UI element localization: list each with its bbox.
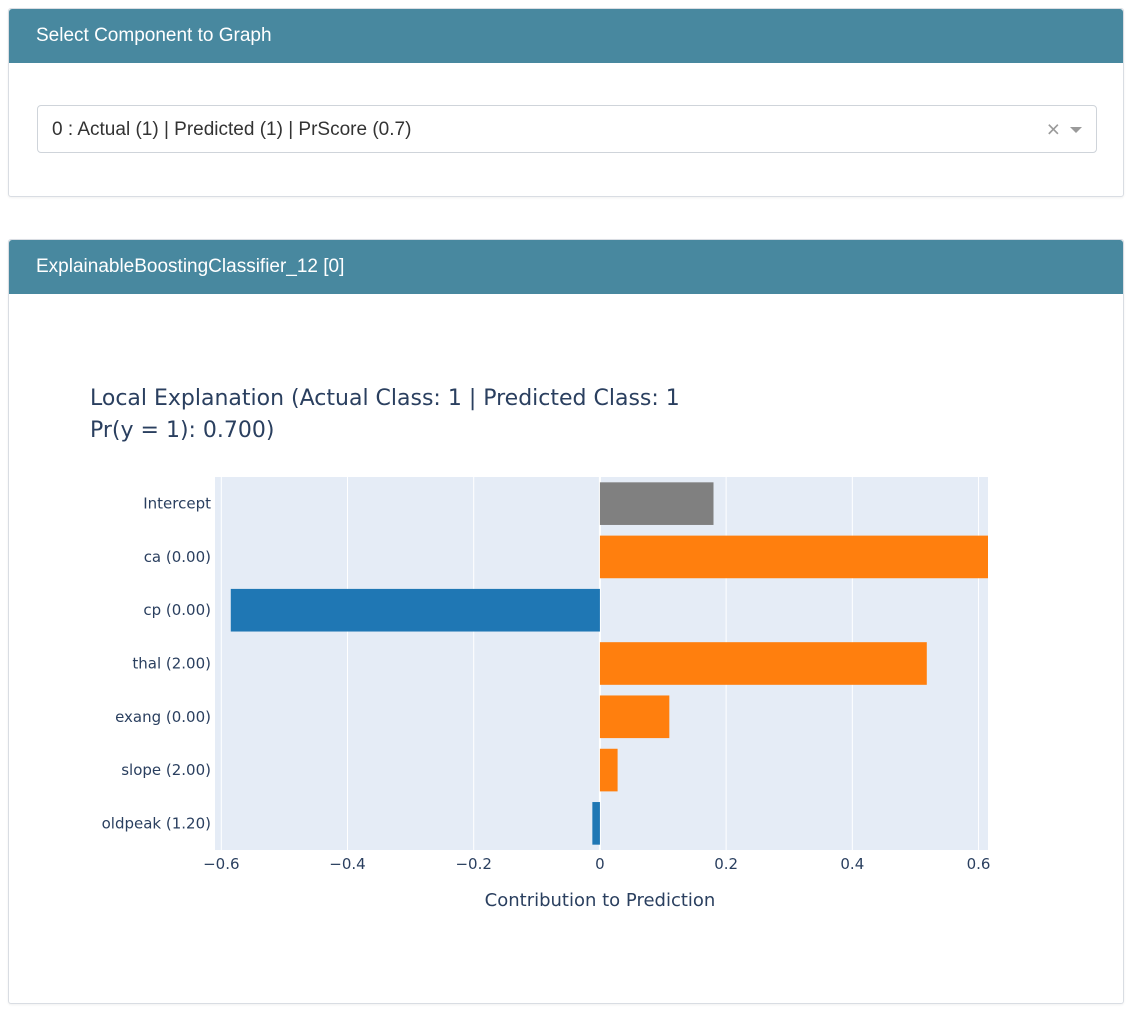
dropdown-selected-value: 0 : Actual (1) | Predicted (1) | PrScore… [52,119,412,140]
x-tick-label: 0 [595,855,605,873]
y-tick-label: thal (2.00) [132,655,211,673]
y-tick-label: slope (2.00) [121,761,211,779]
x-tick-label: −0.6 [203,855,239,873]
bar [592,802,600,845]
bar [599,642,927,685]
graph-card-header: ExplainableBoostingClassifier_12 [0] [9,240,1123,294]
x-tick-label: 0.6 [967,855,991,873]
bar [230,588,600,632]
x-tick-label: 0.4 [840,855,864,873]
x-tick-label: −0.4 [329,855,365,873]
y-tick-label: Intercept [143,495,211,513]
x-axis-title: Contribution to Prediction [485,890,716,911]
bar [599,695,670,739]
y-tick-label: cp (0.00) [143,601,211,619]
y-tick-label: exang (0.00) [115,708,211,726]
graph-card: ExplainableBoostingClassifier_12 [0] Loc… [8,239,1124,1004]
chevron-down-icon[interactable] [1070,127,1082,133]
bar [599,748,618,792]
x-tick-label: −0.2 [455,855,491,873]
select-component-card: Select Component to Graph 0 : Actual (1)… [8,8,1124,197]
local-explanation-chart: Local Explanation (Actual Class: 1 | Pre… [90,386,991,911]
y-tick-label: ca (0.00) [144,548,211,566]
clear-icon[interactable]: × [1046,116,1060,142]
select-component-header: Select Component to Graph [9,9,1123,63]
bar [599,482,714,525]
y-tick-label: oldpeak (1.20) [102,814,211,832]
component-dropdown[interactable]: 0 : Actual (1) | Predicted (1) | PrScore… [37,105,1097,153]
x-tick-label: 0.2 [714,855,738,873]
chart-title-line-2: Pr(y = 1): 0.700) [90,418,275,443]
bar [599,535,988,579]
chart-title-line-1: Local Explanation (Actual Class: 1 | Pre… [90,386,680,411]
